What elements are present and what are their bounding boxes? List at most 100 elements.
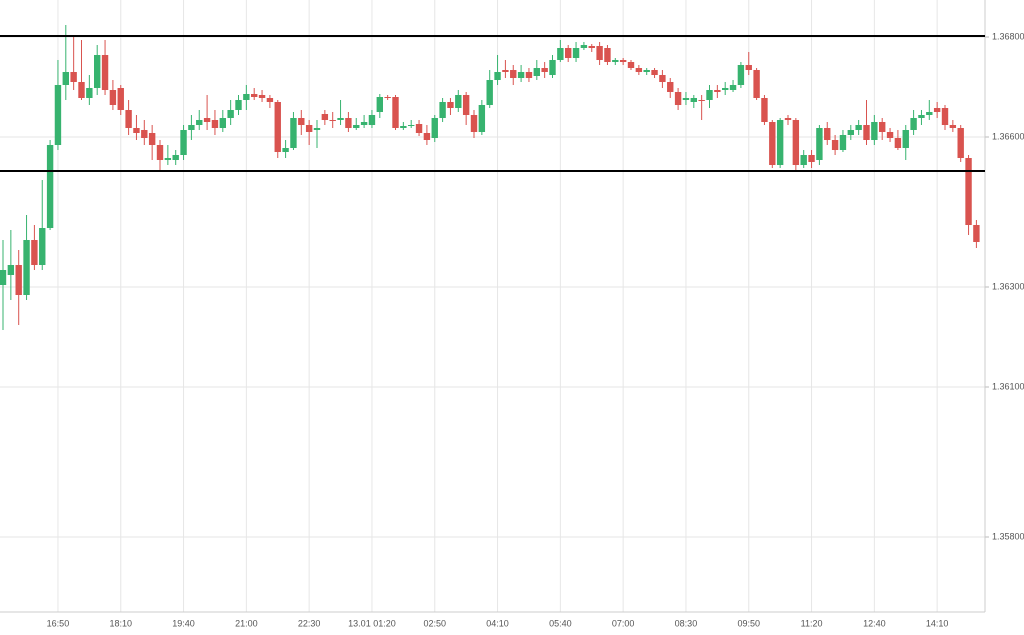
x-tick-label: 02:50 [423,618,446,628]
candle-body [659,75,666,82]
candle-body [31,240,38,265]
candle-body [580,45,588,48]
y-tick-label: 1.35800 [992,531,1024,541]
candle-body [86,88,93,98]
candle-body [188,125,195,130]
candle-body [337,118,344,120]
x-tick-label: 05:40 [549,618,572,628]
candle-body [957,128,964,158]
candle-body [101,55,109,90]
y-tick-label: 1.36600 [992,131,1024,141]
candle-body [800,155,807,165]
candle-body [682,98,690,100]
candle-body [541,68,548,72]
candle-body [824,128,831,140]
candle-body [643,70,650,72]
candle-body [235,100,242,110]
candle-body [808,155,815,162]
candle-body [274,102,281,152]
candle-body [360,122,368,125]
candle-body [572,48,580,58]
candle-body [965,158,972,225]
x-tick-label: 11:20 [801,618,823,628]
candle-body [15,265,22,295]
candle-body [423,133,431,140]
candle-body [612,60,619,62]
candle-body [753,70,760,98]
candle-body [525,72,533,78]
x-tick-label: 04:10 [486,618,509,628]
candle-body [933,108,941,112]
x-tick-label: 21:00 [235,618,258,628]
candle-body [871,122,878,140]
x-tick-label: 13.01 01:20 [348,618,396,628]
candle-body [596,46,603,60]
candle-body [70,72,77,82]
candle-body [831,140,839,150]
candle-body [769,122,776,165]
candle-body [674,92,682,105]
candle-body [290,118,297,148]
candle-body [258,95,266,98]
candle-body [172,155,179,160]
candle-body [855,125,862,130]
candle-body [117,88,124,110]
candle-body [219,118,226,128]
candle-body [918,115,925,118]
candle-body [384,97,391,98]
candle-body [565,48,572,58]
x-tick-label: 22:30 [298,618,321,628]
candle-body [282,148,289,152]
candle-body [7,265,15,275]
candle-body [470,115,478,132]
candle-body [313,128,321,130]
candle-body [502,70,509,72]
candle-body [54,85,62,145]
candle-body [478,105,486,132]
candle-body [706,90,713,100]
candle-body [211,120,219,128]
candle-body [894,138,902,148]
candle-body [604,48,611,62]
candle-body [714,90,721,92]
candle-body [109,90,117,105]
candle-body [180,130,187,155]
candle-body [203,118,211,122]
candle-body [651,70,658,75]
candle-body [926,112,933,115]
candle-body [125,110,132,128]
x-tick-label: 18:10 [109,618,132,628]
candle-body [329,120,336,121]
candle-body [879,122,886,132]
candle-body [761,98,768,122]
candle-body [533,68,540,76]
candle-body [486,80,493,105]
candle-body [517,72,525,78]
candle-body [667,82,674,92]
candle-body [690,98,697,102]
candle-body [46,145,54,228]
candle-body [549,60,556,75]
x-tick-label: 14:10 [926,618,949,628]
candle-body [243,94,250,100]
candle-body [494,72,501,80]
candle-body [353,125,360,128]
y-tick-label: 1.36300 [992,281,1024,291]
x-tick-label: 07:00 [612,618,635,628]
candle-body [588,46,595,48]
candle-body [321,114,329,120]
candle-body [847,130,854,135]
candle-body [627,62,635,68]
candle-body [722,88,729,90]
candle-body [251,94,258,97]
candle-body [863,125,870,140]
candle-body [776,120,784,165]
candle-body [392,97,399,128]
x-tick-label: 12:40 [863,618,886,628]
candle-body [368,115,376,125]
candle-body [447,102,454,108]
y-tick-label: 1.36800 [992,31,1024,41]
